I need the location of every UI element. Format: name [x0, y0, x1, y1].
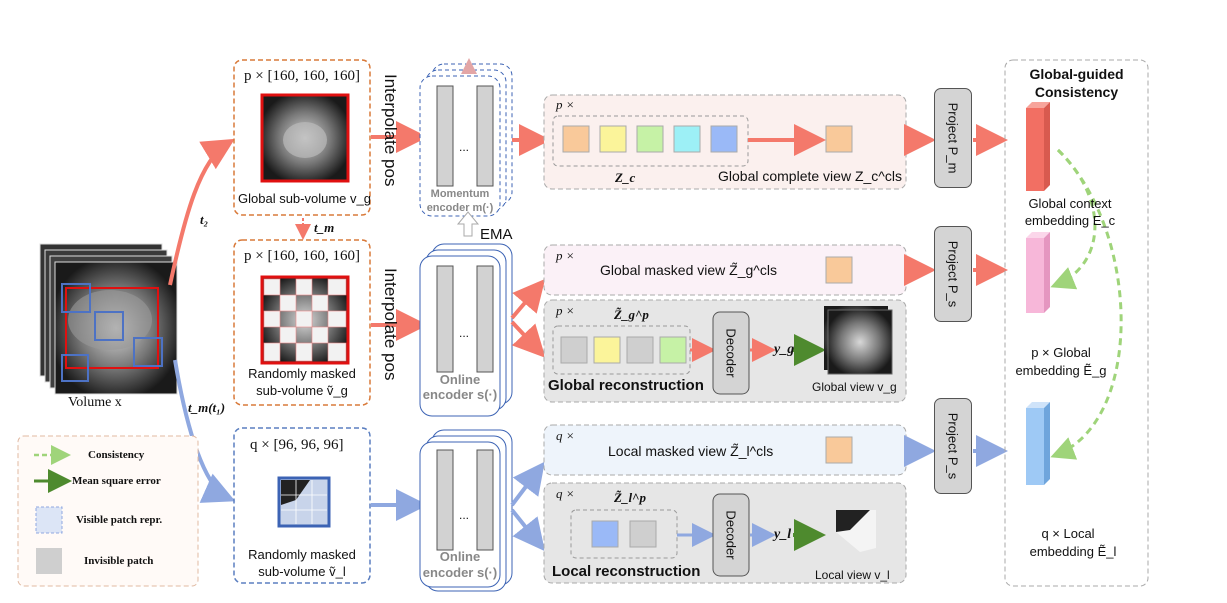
- yg-label: y_g: [774, 342, 795, 357]
- masked-global-subvolume-image: [260, 275, 350, 365]
- global-recon-title: Global reconstruction: [548, 377, 704, 394]
- local-recon-token-label: Z̃_l^p: [614, 490, 646, 505]
- global-context-label-2: embedding E_c: [1024, 213, 1116, 228]
- local-view-image: [836, 510, 876, 552]
- online-ellipsis: ...: [459, 326, 470, 340]
- global-emb-label-2: embedding Ẽ_g: [1015, 363, 1107, 378]
- local-caption-1: Randomly masked: [248, 547, 356, 562]
- local-out-arrow-1: [510, 461, 545, 507]
- legend-visible-swatch: [35, 506, 63, 534]
- online-local-label-1: Online: [439, 549, 481, 564]
- global-context-label-1: Global context: [1028, 196, 1112, 211]
- local-recon-prefix: q ×: [556, 486, 575, 501]
- global-masked-prefix: p ×: [556, 248, 575, 263]
- global-complete-view-label: Global complete view Z_c^cls: [718, 168, 902, 184]
- momentum-label-2: encoder m(·): [426, 202, 494, 214]
- ema-arrow: [456, 211, 480, 237]
- global-view-label: Global view v_g: [812, 380, 897, 394]
- yl-label: y_l: [774, 527, 792, 542]
- global-subvolume-image: [260, 93, 350, 183]
- tm-t1-label: t_m(t₁): [188, 400, 226, 415]
- legend-consistency: Consistency: [88, 449, 145, 461]
- token-cyan: [673, 125, 701, 153]
- legend-visible: Visible patch repr.: [76, 514, 163, 526]
- branch-arrow-global: [168, 138, 235, 286]
- local-emb-label-1: q × Local: [1041, 526, 1095, 541]
- online-local-label-2: encoder s(·): [422, 565, 498, 580]
- local-decoder: [712, 493, 750, 577]
- global-subvolume-box: [233, 59, 371, 216]
- consistency-arrow-local: [1050, 148, 1123, 460]
- online-label-2: encoder s(·): [422, 387, 498, 402]
- masked-global-caption-2: sub-volume ṽ_g: [256, 383, 348, 398]
- consistency-panel: [1004, 59, 1149, 587]
- momentum-label-1: Momentum: [430, 188, 490, 200]
- global-recon-prefix: p ×: [556, 303, 575, 318]
- global-context-embedding-bar: [1026, 102, 1050, 191]
- token-orange: [562, 125, 590, 153]
- cls-token: [825, 125, 853, 153]
- token-blue: [710, 125, 738, 153]
- online-encoder-local: [419, 429, 513, 592]
- project-ps-2: Project P_s: [934, 398, 972, 494]
- volume-stack: [39, 243, 178, 395]
- ema-label: EMA: [480, 226, 513, 243]
- online-local-ellipsis: ...: [459, 508, 470, 522]
- project-ps-1: Project P_s: [934, 226, 972, 322]
- global-embedding-bar: [1026, 232, 1050, 313]
- global-masked-cls-token: [825, 256, 853, 284]
- interpolate-pos-mid: Interpolate pos: [381, 268, 400, 381]
- global-emb-label-1: p × Global: [1031, 345, 1091, 360]
- local-caption-2: sub-volume ṽ_l: [258, 564, 346, 579]
- token-yellow: [599, 125, 627, 153]
- local-subvolume-size: q × [96, 96, 96]: [250, 437, 344, 453]
- local-decoder-text: Decoder: [723, 510, 739, 560]
- global-complete-prefix: p ×: [556, 97, 575, 112]
- local-emb-label-2: embedding Ẽ_l: [1029, 544, 1117, 559]
- global-recon-token-label: Z̃_g^p: [614, 307, 649, 322]
- momentum-ellipsis: ...: [459, 140, 470, 154]
- branch-arrow-local: [173, 359, 236, 503]
- token-green: [636, 125, 664, 153]
- global-decoder: [712, 311, 750, 395]
- local-recon-title: Local reconstruction: [552, 563, 701, 580]
- local-subvolume-box: [233, 427, 371, 584]
- local-subvolume-image: [277, 476, 331, 528]
- online-label-1: Online: [439, 372, 481, 387]
- masked-global-subvolume-size: p × [160, 160, 160]: [244, 248, 360, 264]
- global-masked-view-label: Global masked view Z̃_g^cls: [600, 262, 777, 278]
- global-view-image: [824, 306, 893, 375]
- momentum-encoder: [419, 63, 513, 217]
- masked-global-caption-1: Randomly masked: [248, 366, 356, 381]
- local-view-label: Local view v_l: [815, 568, 890, 582]
- online-out-arrow-2: [510, 320, 546, 358]
- local-out-arrow-2: [510, 508, 545, 552]
- interpolate-pos-top: Interpolate pos: [381, 74, 400, 187]
- global-subvolume-size: p × [160, 160, 160]: [244, 68, 360, 84]
- volume-label: Volume x: [68, 395, 122, 410]
- global-masked-panel: [543, 244, 907, 296]
- local-masked-view-label: Local masked view Z̃_l^cls: [608, 443, 774, 459]
- tm-label: t_m: [314, 220, 335, 235]
- consistency-title-2: Consistency: [1034, 84, 1119, 100]
- legend-invisible: Invisible patch: [84, 555, 154, 567]
- local-masked-cls-token: [825, 436, 853, 464]
- project-pm: Project P_m: [934, 88, 972, 188]
- masked-global-subvolume-box: [233, 239, 371, 406]
- legend-invisible-swatch: [36, 548, 62, 574]
- local-masked-panel: [543, 424, 907, 476]
- global-subvolume-caption: Global sub-volume v_g: [238, 191, 371, 206]
- global-decoder-text: Decoder: [723, 328, 739, 378]
- online-out-arrow-1: [510, 278, 546, 320]
- zc-label: Z_c: [615, 170, 636, 185]
- local-embedding-bar: [1026, 402, 1050, 485]
- t2-label: t₂: [200, 212, 209, 227]
- local-masked-prefix: q ×: [556, 428, 575, 443]
- consistency-title-1: Global-guided: [1029, 66, 1124, 82]
- legend-mse: Mean square error: [72, 475, 161, 487]
- online-encoder: [419, 243, 513, 417]
